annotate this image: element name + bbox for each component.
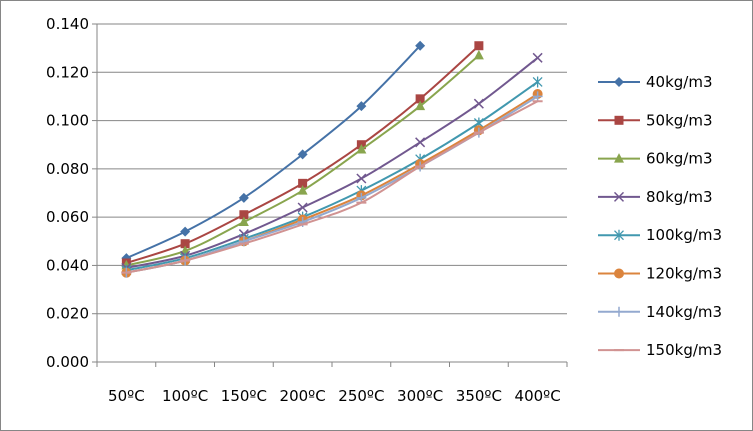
legend-label: 100kg/m3 [646, 226, 722, 244]
data-point [238, 216, 249, 226]
legend-entry: 150kg/m3 [598, 341, 722, 359]
legend-marker [614, 268, 624, 279]
data-point [473, 49, 484, 60]
legend-entry: 140kg/m3 [598, 303, 722, 321]
legend-label: 150kg/m3 [646, 341, 722, 359]
data-point [532, 76, 543, 88]
data-point [415, 40, 426, 51]
legend-label: 40kg/m3 [646, 73, 713, 91]
data-point [239, 210, 249, 220]
y-tick-label: 0.040 [46, 256, 89, 274]
y-tick-label: 0.140 [46, 15, 89, 33]
data-point [297, 202, 308, 213]
data-point [532, 91, 543, 102]
series-line [125, 45, 421, 260]
series-7 [121, 100, 543, 274]
data-point [474, 41, 484, 51]
y-tick-label: 0.100 [46, 112, 89, 130]
data-point [532, 52, 543, 63]
data-point [415, 100, 426, 111]
data-point [415, 94, 425, 104]
series-0 [121, 40, 426, 264]
legend-label: 80kg/m3 [646, 188, 713, 206]
legend-label: 50kg/m3 [646, 111, 713, 129]
legend: 40kg/m3 50kg/m3 60kg/m3 80kg/m3 100kg/m3 120k… [598, 73, 722, 359]
x-tick-label: 50ºC [108, 387, 145, 405]
series-layer [121, 40, 543, 278]
legend-marker [614, 229, 624, 241]
legend-marker [614, 306, 624, 317]
legend-entry: 100kg/m3 [598, 226, 722, 244]
y-tick-label: 0.000 [46, 353, 89, 371]
y-tick-label: 0.120 [46, 63, 89, 81]
legend-marker [614, 115, 624, 125]
data-point [415, 137, 426, 148]
data-point [297, 149, 308, 160]
legend-marker [613, 191, 625, 202]
legend-marker [614, 153, 624, 163]
legend-entry: 40kg/m3 [598, 73, 713, 91]
legend-entry: 120kg/m3 [598, 265, 722, 283]
legend-label: 140kg/m3 [646, 303, 722, 321]
x-tick-label: 300ºC [397, 387, 443, 405]
legend-label: 60kg/m3 [646, 150, 713, 168]
x-tick-label: 400ºC [515, 387, 561, 405]
axes [92, 23, 568, 367]
data-point [356, 173, 367, 184]
data-point [473, 98, 484, 109]
x-tick-label: 100ºC [162, 387, 208, 405]
y-tick-label: 0.080 [46, 160, 89, 178]
data-point [356, 101, 367, 112]
x-tick-label: 150ºC [221, 387, 267, 405]
legend-marker [614, 77, 624, 87]
data-point [180, 226, 191, 237]
tick-labels: 0.000 0.020 0.040 0.060 0.080 0.100 0.120 0.140… [46, 15, 561, 405]
data-point [180, 239, 190, 249]
data-point [356, 192, 367, 203]
data-point [356, 144, 367, 154]
data-point [238, 192, 249, 203]
y-tick-label: 0.060 [46, 208, 89, 226]
x-tick-label: 200ºC [280, 387, 326, 405]
x-tick-label: 350ºC [456, 387, 502, 405]
gridlines [97, 23, 567, 315]
legend-label: 120kg/m3 [646, 265, 722, 283]
legend-entry: 50kg/m3 [598, 111, 713, 129]
data-point [297, 185, 308, 195]
legend-entry: 60kg/m3 [598, 150, 713, 168]
legend-entry: 80kg/m3 [598, 188, 713, 206]
y-tick-label: 0.020 [46, 305, 89, 323]
data-point [298, 178, 308, 188]
x-tick-label: 250ºC [338, 387, 384, 405]
